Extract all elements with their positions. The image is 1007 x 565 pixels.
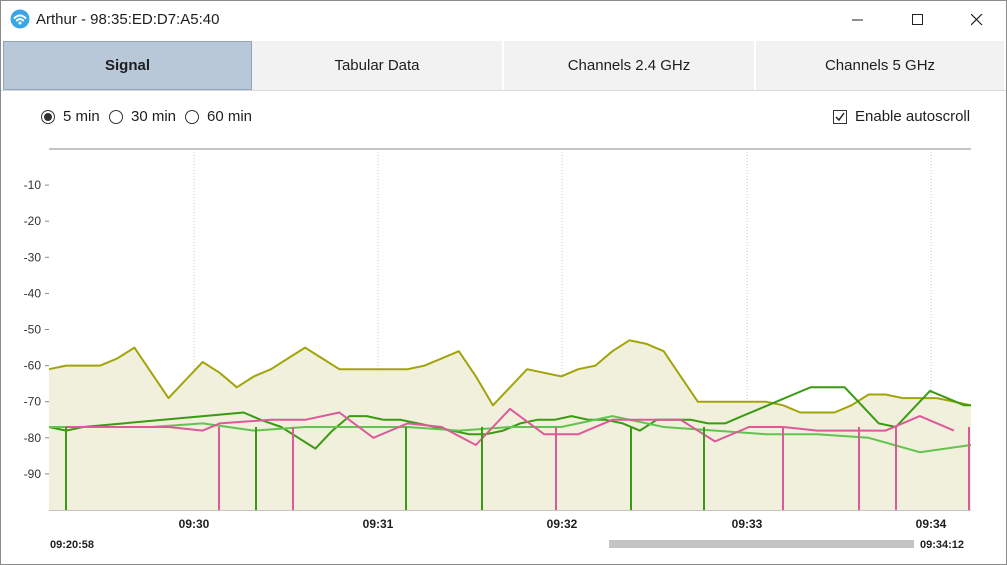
series-area-fill [49,340,971,510]
tab-bar: Signal Tabular Data Channels 2.4 GHz Cha… [3,41,1006,90]
x-axis: 09:30 09:31 09:32 09:33 09:34 [179,517,947,531]
radio-30-min[interactable]: 30 min [109,108,176,125]
radio-label: 60 min [207,108,253,125]
signal-chart: -10-20-30-40-50-60-70-80-90 09:30 09:31 09… [24,148,972,531]
checkbox-indicator [833,109,847,124]
radio-indicator [41,109,55,124]
tab-divider [1,90,1006,91]
x-tick-label: 09:30 [179,517,210,531]
series-line [66,407,955,446]
tab-channels-2-4-ghz[interactable]: Channels 2.4 GHz [504,41,756,90]
minimize-button[interactable] [835,1,881,39]
y-tick-label: -80 [24,431,42,445]
x-tick-label: 09:32 [547,517,578,531]
tab-label: Channels 5 GHz [824,57,936,74]
autoscroll-checkbox[interactable]: Enable autoscroll [833,108,970,125]
window-title: Arthur - 98:35:ED:D7:A5:40 [36,11,220,28]
radio-60-min[interactable]: 60 min [185,108,252,125]
close-button[interactable] [954,1,1000,39]
x-tick-label: 09:34 [916,517,947,531]
radio-label: 30 min [131,108,177,125]
radio-5-min[interactable]: 5 min [41,108,100,125]
minimize-icon [852,19,863,21]
tab-signal[interactable]: Signal [3,41,252,90]
y-tick-label: -30 [24,250,42,264]
x-tick-label: 09:33 [732,517,763,531]
y-tick-label: -70 [24,395,42,409]
maximize-icon [912,14,923,25]
time-scrollbar[interactable] [609,540,914,548]
radio-indicator [109,109,123,124]
radio-indicator [185,109,199,124]
y-tick-label: -10 [24,178,42,192]
y-tick-label: -50 [24,323,42,337]
checkmark-icon [835,112,845,121]
tab-channels-5-ghz[interactable]: Channels 5 GHz [756,41,1006,90]
range-end-label: 09:34:12 [920,539,965,551]
y-tick-label: -20 [24,214,42,228]
wifi-app-icon [10,9,30,29]
range-start-label: 09:20:58 [50,539,95,551]
tab-label: Tabular Data [334,57,420,74]
autoscroll-label: Enable autoscroll [855,108,971,125]
radio-label: 5 min [63,108,100,125]
y-tick-label: -90 [24,467,42,481]
tab-tabular-data[interactable]: Tabular Data [252,41,504,90]
y-tick-label: -60 [24,359,42,373]
tab-label: Signal [104,57,150,74]
close-icon [971,14,983,26]
x-tick-label: 09:31 [363,517,394,531]
tab-label: Channels 2.4 GHz [567,57,691,74]
maximize-button[interactable] [895,1,941,39]
y-axis: -10 -20 -30 -40 -50 -60 -70 -80 -90 [24,178,49,481]
y-tick-label: -40 [24,286,42,300]
chart-series [48,339,972,510]
title-bar: Arthur - 98:35:ED:D7:A5:40 [1,1,1006,39]
